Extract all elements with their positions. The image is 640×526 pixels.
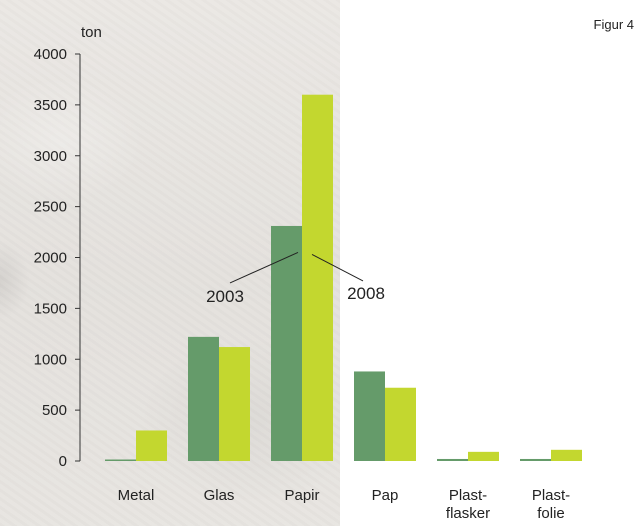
- y-tick-label: 4000: [34, 46, 67, 63]
- bars: [105, 94, 582, 461]
- bar-2003-5: [520, 458, 551, 461]
- figure-label: Figur 4: [594, 17, 634, 32]
- y-tick-label: 3000: [34, 148, 67, 165]
- y-axis-unit-label: ton: [81, 24, 102, 41]
- y-tick-label: 500: [42, 402, 67, 419]
- x-category-label: Metal: [118, 487, 155, 504]
- bar-2003-2: [271, 225, 302, 461]
- y-tick-label: 1000: [34, 351, 67, 368]
- x-category-label: Pap: [372, 487, 399, 504]
- y-tick-label: 0: [59, 453, 67, 470]
- y-tick-label: 2000: [34, 250, 67, 267]
- y-tick-label: 1500: [34, 300, 67, 317]
- y-axis: 0 500 1000 1500 2000 2500 3000 3500 4000: [34, 46, 81, 470]
- y-tick-label: 3500: [34, 97, 67, 114]
- bar-2008-5: [551, 449, 582, 461]
- x-category-label: Papir: [284, 487, 319, 504]
- y-tick-label: 2500: [34, 199, 67, 216]
- bar-2008-0: [136, 430, 167, 461]
- bar-2003-3: [354, 371, 385, 461]
- bar-2008-2: [302, 94, 333, 461]
- x-axis-labels: Metal Glas Papir Pap Plast-flasker Plast-foli…: [118, 487, 571, 522]
- bar-2008-1: [219, 347, 250, 461]
- bar-2003-4: [437, 458, 468, 461]
- annotation-leader-line: [311, 254, 364, 282]
- bar-2003-0: [105, 459, 136, 461]
- annotation-2008: 2008: [347, 284, 385, 303]
- x-category-label: Plast-flasker: [446, 487, 490, 522]
- x-category-label: Glas: [204, 487, 235, 504]
- bar-2008-3: [385, 387, 416, 461]
- bar-2008-4: [468, 451, 499, 461]
- series-annotations: 2003 2008: [206, 251, 385, 306]
- annotation-2003: 2003: [206, 287, 244, 306]
- bar-2003-1: [188, 336, 219, 461]
- annotation-leader-line: [229, 251, 299, 284]
- x-category-label: Plast-folie: [532, 487, 570, 522]
